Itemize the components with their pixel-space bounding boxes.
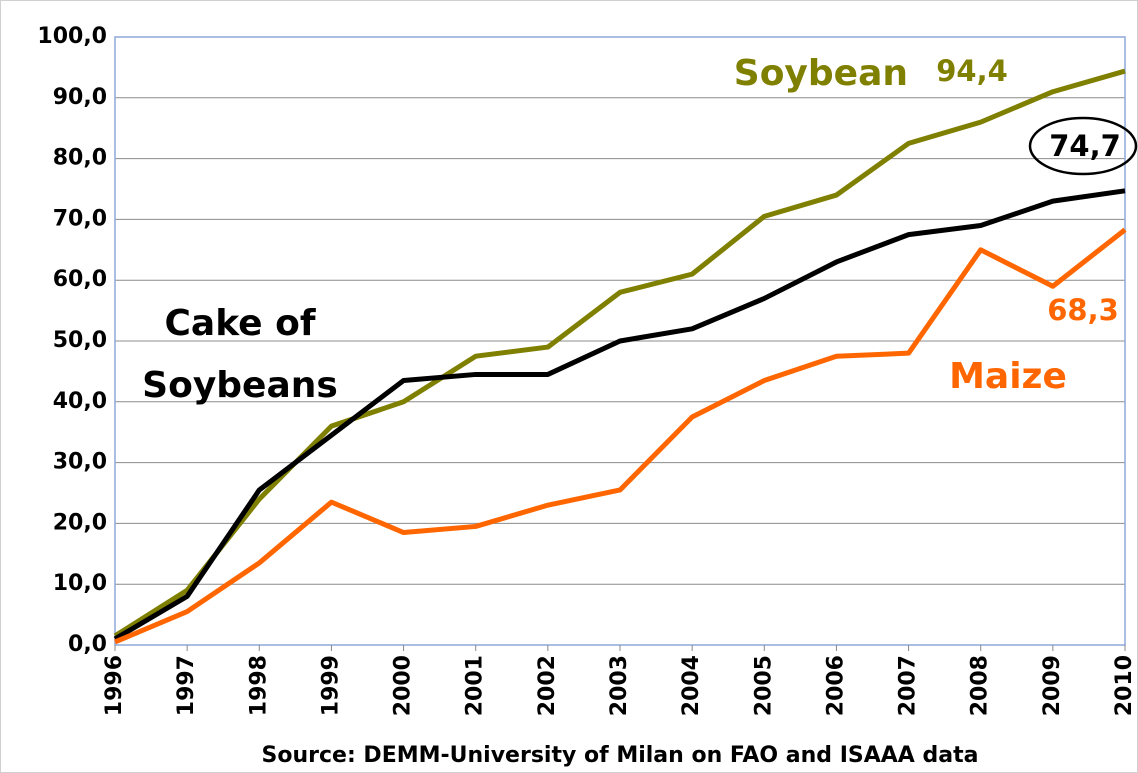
x-tick-label: 1997: [174, 655, 199, 716]
x-axis-label: Source: DEMM-University of Milan on FAO …: [262, 743, 979, 768]
y-tick-label: 50,0: [53, 328, 107, 353]
y-tick-label: 90,0: [53, 85, 107, 110]
x-tick-label: 2010: [1112, 655, 1137, 716]
line-series: [114, 227, 1127, 645]
y-tick-label: 40,0: [53, 389, 107, 414]
y-tick-label: 10,0: [53, 571, 107, 596]
x-tick-label: 2000: [391, 655, 416, 716]
y-tick-label: 0,0: [68, 632, 107, 657]
x-tick-label: 2004: [679, 655, 704, 716]
x-tick-label: 2001: [463, 655, 488, 716]
x-tick-label: 2003: [607, 655, 632, 716]
x-tick-label: 1996: [102, 655, 127, 716]
label-circle: [1028, 116, 1138, 176]
x-tick-label: 1999: [318, 655, 343, 716]
line-series: [113, 188, 1126, 642]
x-tick-label: 1998: [246, 655, 271, 716]
series-name: Cake of Soybeans: [142, 303, 338, 406]
value-label: 74,7: [1049, 129, 1121, 163]
y-tick-label: 60,0: [53, 267, 107, 292]
x-tick-label: 2008: [968, 655, 993, 716]
x-tick-label: 2002: [535, 655, 560, 716]
y-tick-label: 70,0: [53, 206, 107, 231]
x-tick-label: 2006: [823, 655, 848, 716]
x-tick-label: 2009: [1040, 655, 1065, 716]
y-tick-label: 80,0: [53, 146, 107, 171]
series-name: Maize: [949, 356, 1067, 397]
x-tick-label: 2007: [896, 655, 921, 716]
x-tick-label: 2005: [751, 655, 776, 716]
series-name: Soybean: [734, 53, 908, 94]
y-tick-label: 30,0: [53, 450, 107, 475]
value-label: 94,4: [936, 54, 1008, 88]
y-tick-label: 20,0: [53, 510, 107, 535]
value-label: 68,3: [1047, 293, 1119, 327]
y-tick-label: 100,0: [37, 24, 107, 49]
